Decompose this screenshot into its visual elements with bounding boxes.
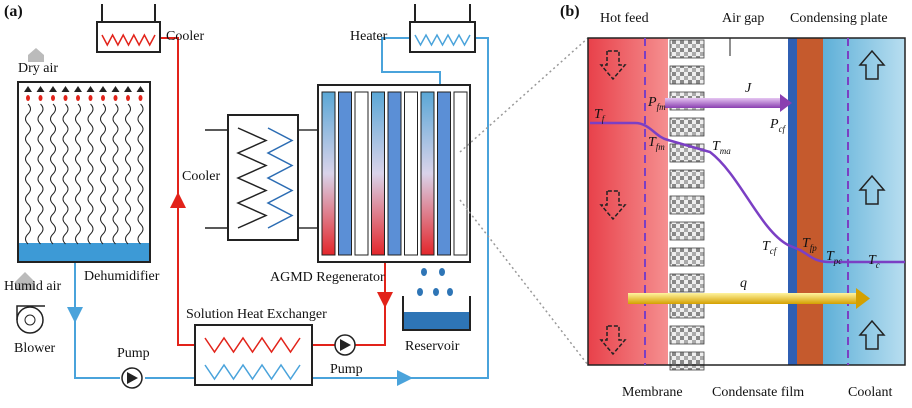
panel-a: (a) Dry air Humid air Dehumidifier Blowe… bbox=[4, 3, 588, 388]
symbol-sub: fm bbox=[656, 142, 666, 152]
condensing-plate bbox=[797, 38, 823, 365]
heat-flux-arrow bbox=[628, 293, 858, 304]
heater-box bbox=[410, 22, 475, 52]
symbol-main: P bbox=[769, 117, 779, 132]
symbol-main: P bbox=[647, 95, 657, 110]
blower bbox=[17, 306, 45, 333]
dehumidifier-label: Dehumidifier bbox=[84, 269, 160, 284]
humid-air-label: Humid air bbox=[4, 279, 61, 294]
coolant-label: Coolant bbox=[848, 385, 892, 400]
panel-label: (b) bbox=[560, 3, 580, 20]
symbol-sub: pc bbox=[833, 256, 843, 266]
pump bbox=[335, 335, 355, 355]
blower-label: Blower bbox=[14, 341, 56, 356]
hot-pipe bbox=[160, 38, 205, 345]
coolant bbox=[823, 38, 905, 365]
symbol-label: Tma bbox=[712, 139, 731, 156]
mass-flux-arrow bbox=[665, 98, 780, 108]
pump-left-label: Pump bbox=[117, 346, 150, 361]
heat-exchanger-label: Solution Heat Exchanger bbox=[186, 307, 327, 322]
pump bbox=[122, 368, 142, 388]
cooler-left-label: Cooler bbox=[182, 169, 220, 184]
symbol-sub: ma bbox=[720, 146, 731, 156]
symbol-label: Tcf bbox=[762, 239, 778, 256]
cooler-box bbox=[97, 22, 160, 52]
regenerator-channels bbox=[322, 92, 467, 255]
mass-flux-label: J bbox=[745, 81, 752, 96]
condensate-film bbox=[788, 38, 797, 365]
air-gap-label: Air gap bbox=[722, 11, 764, 26]
dry-air-label: Dry air bbox=[18, 61, 58, 76]
heater-label: Heater bbox=[350, 29, 388, 44]
regenerator-label: AGMD Regenerator bbox=[270, 270, 385, 285]
air-arrow bbox=[28, 48, 44, 62]
pump-right-label: Pump bbox=[330, 362, 363, 377]
symbol-sub: cf bbox=[779, 124, 787, 134]
reservoir bbox=[403, 268, 470, 330]
reservoir-label: Reservoir bbox=[405, 339, 460, 354]
condensate-film-label: Condensate film bbox=[712, 385, 804, 400]
hot-feed-label: Hot feed bbox=[600, 11, 649, 26]
symbol-sub: fm bbox=[657, 102, 667, 112]
hot-feed bbox=[588, 38, 668, 365]
symbol-sub: c bbox=[876, 260, 880, 270]
cooler-top-label: Cooler bbox=[166, 29, 204, 44]
heat-flux-label: q bbox=[740, 276, 747, 291]
symbol-label: Pcf bbox=[769, 117, 787, 134]
diagram: (a) Dry air Humid air Dehumidifier Blowe… bbox=[0, 0, 912, 408]
membrane-label: Membrane bbox=[622, 385, 683, 400]
coil-pipe bbox=[298, 130, 318, 228]
symbol-sub: fp bbox=[810, 243, 818, 253]
symbol-sub: cf bbox=[770, 246, 778, 256]
panel-label: (a) bbox=[4, 3, 23, 20]
panel-b: (b) J q Hot feed Air gap Condensing plat… bbox=[560, 3, 905, 400]
condensing-plate-label: Condensing plate bbox=[790, 11, 888, 26]
solution-pool bbox=[19, 243, 149, 261]
